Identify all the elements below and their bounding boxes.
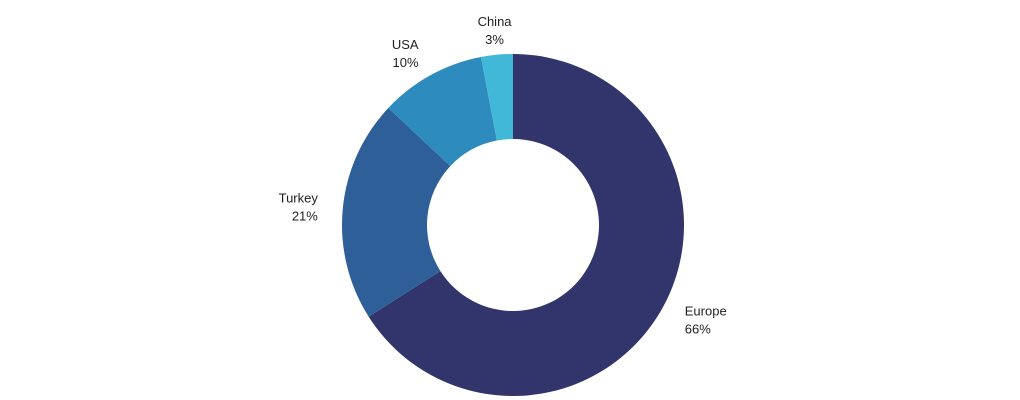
- slice-value-europe: 66%: [685, 321, 711, 336]
- slice-europe: [368, 54, 684, 396]
- slice-category-turkey: Turkey: [279, 191, 319, 206]
- slice-value-turkey: 21%: [292, 209, 318, 224]
- slice-category-europe: Europe: [685, 303, 727, 318]
- slice-label-usa: USA 10%: [392, 37, 419, 70]
- slice-category-usa: USA: [392, 37, 419, 52]
- slice-value-usa: 10%: [393, 55, 419, 70]
- slice-label-europe: Europe 66%: [685, 303, 727, 336]
- slice-labels: Europe 66% Turkey 21% USA 10% China 3%: [279, 14, 727, 337]
- slice-value-china: 3%: [485, 32, 504, 47]
- slice-usa: [388, 57, 497, 167]
- slice-label-turkey: Turkey 21%: [279, 191, 319, 224]
- slice-china: [480, 54, 513, 141]
- slice-label-china: China 3%: [478, 14, 513, 47]
- slice-category-china: China: [478, 14, 513, 29]
- donut-slices: [342, 54, 684, 396]
- slice-turkey: [342, 107, 451, 317]
